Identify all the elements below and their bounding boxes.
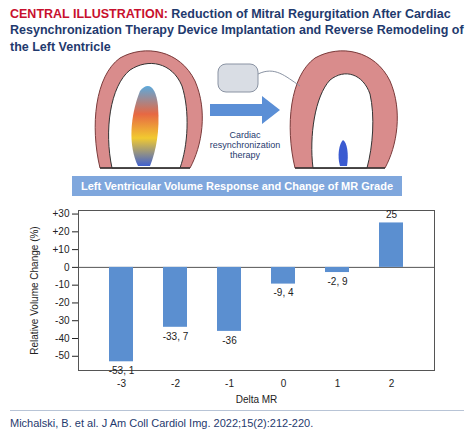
svg-text:-36: -36 bbox=[222, 335, 237, 346]
svg-text:-33, 7: -33, 7 bbox=[163, 331, 189, 342]
svg-text:1: 1 bbox=[335, 378, 341, 389]
svg-text:+30: +30 bbox=[53, 208, 70, 219]
svg-text:+10: +10 bbox=[53, 244, 70, 255]
svg-text:-53, 1: -53, 1 bbox=[109, 365, 135, 376]
svg-text:2: 2 bbox=[389, 378, 395, 389]
svg-text:-1: -1 bbox=[225, 378, 234, 389]
svg-text:-9, 4: -9, 4 bbox=[273, 287, 293, 298]
svg-text:-50: -50 bbox=[55, 350, 70, 361]
svg-text:0: 0 bbox=[64, 262, 70, 273]
html-text:Left Ventricular Volume Respon: Left Ventricular Volume Response and Cha… bbox=[80, 180, 394, 192]
svg-text:+20: +20 bbox=[53, 226, 70, 237]
svg-text:0: 0 bbox=[281, 378, 287, 389]
html-text:Michalski, B. et al. J Am Coll: Michalski, B. et al. J Am Coll Cardiol I… bbox=[10, 417, 314, 429]
svg-text:-10: -10 bbox=[55, 279, 70, 290]
svg-text:-2: -2 bbox=[171, 378, 180, 389]
svg-text:Delta MR: Delta MR bbox=[236, 394, 278, 405]
svg-text:-30: -30 bbox=[55, 315, 70, 326]
svg-text:25: 25 bbox=[386, 209, 398, 220]
svg-text:-3: -3 bbox=[117, 378, 126, 389]
html-text:CENTRAL ILLUSTRATION: Reductio: CENTRAL ILLUSTRATION: Reduction of Mitra… bbox=[10, 7, 464, 54]
svg-text:-2, 9: -2, 9 bbox=[327, 276, 347, 287]
svg-text:Relative Volume Change (%): Relative Volume Change (%) bbox=[29, 226, 40, 354]
svg-text:Cardiacresynchronizationtherap: Cardiacresynchronizationtherapy bbox=[210, 130, 281, 160]
svg-text:-20: -20 bbox=[55, 297, 70, 308]
svg-text:-40: -40 bbox=[55, 333, 70, 344]
